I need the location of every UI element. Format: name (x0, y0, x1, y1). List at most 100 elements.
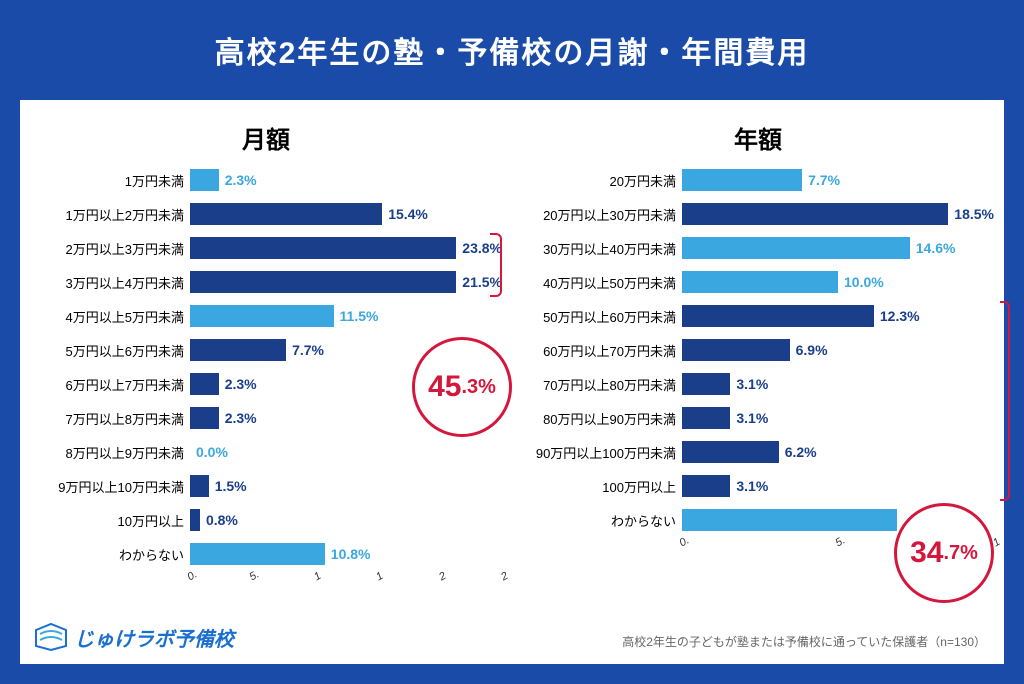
monthly-callout-small: .3% (461, 376, 495, 399)
chart-row: 20万円未満 7.7% (522, 165, 994, 195)
bar (190, 203, 382, 225)
bar (190, 509, 200, 531)
row-label: 90万円以上100万円未満 (522, 443, 682, 462)
monthly-chart: 月額 1万円未満2.3%1万円以上2万円未満15.4%2万円以上3万円未満23.… (20, 100, 512, 600)
row-label: 8万円以上9万円未満 (30, 443, 190, 462)
bar (190, 305, 334, 327)
value-label: 18.5% (954, 206, 994, 222)
chart-row: 50万円以上60万円未満12.3% (522, 301, 994, 331)
row-label: 10万円以上 (30, 511, 190, 530)
bar (682, 305, 874, 327)
bar-area: 18.5% (682, 199, 994, 229)
row-label: 20万円未満 (522, 171, 682, 190)
bar-area: 10.8% (190, 539, 502, 569)
value-label: 7.7% (292, 342, 324, 358)
row-label: 1万円未満 (30, 171, 190, 190)
value-label: 15.4% (388, 206, 428, 222)
bar (682, 339, 790, 361)
bar (190, 373, 219, 395)
bar-area: 3.1% (682, 369, 994, 399)
annual-callout-big: 34 (910, 536, 943, 570)
page-title: 高校2年生の塾・予備校の月謝・年間費用 (215, 28, 810, 72)
bar-area: 14.6% (682, 233, 994, 263)
axis-tick: 2 (499, 570, 510, 583)
value-label: 7.7% (808, 172, 840, 188)
row-label: 40万円以上50万円未満 (522, 273, 682, 292)
chart-row: 8万円以上9万円未満 0.0% (30, 437, 502, 467)
value-label: 3.1% (736, 478, 768, 494)
charts-container: 月額 1万円未満2.3%1万円以上2万円未満15.4%2万円以上3万円未満23.… (20, 100, 1004, 600)
title-bar: 高校2年生の塾・予備校の月謝・年間費用 (0, 0, 1024, 100)
value-label: 14.6% (916, 240, 956, 256)
value-label: 2.3% (225, 410, 257, 426)
bar (682, 509, 897, 531)
value-label: 10.0% (844, 274, 884, 290)
chart-row: 9万円以上10万円未満1.5% (30, 471, 502, 501)
value-label: 0.0% (196, 444, 228, 460)
axis-tick: 1 (374, 570, 385, 583)
monthly-axis: 0.5.1122 (190, 573, 502, 597)
monthly-chart-title: 月額 (30, 120, 502, 155)
axis-tick: 0. (185, 568, 199, 583)
value-label: 0.8% (206, 512, 238, 528)
annual-chart: 年額 20万円未満 7.7% 20万円以上30万円未満 18.5% 30万円以上40万円… (512, 100, 1004, 600)
chart-row: 4万円以上5万円未満 11.5% (30, 301, 502, 331)
axis-tick: 5. (248, 568, 262, 583)
row-label: 4万円以上5万円未満 (30, 307, 190, 326)
logo-icon (34, 622, 68, 652)
bar (190, 543, 325, 565)
row-label: 2万円以上3万円未満 (30, 239, 190, 258)
monthly-callout-big: 45 (428, 370, 461, 404)
bar-area: 15.4% (190, 199, 502, 229)
annual-chart-body: 20万円未満 7.7% 20万円以上30万円未満 18.5% 30万円以上40万円未満 1… (522, 165, 994, 535)
chart-row: 90万円以上100万円未満 6.2% (522, 437, 994, 467)
row-label: 6万円以上7万円未満 (30, 375, 190, 394)
bar-area: 0.0% (190, 437, 502, 467)
chart-row: わからない 10.8% (30, 539, 502, 569)
chart-row: 60万円以上70万円未満 6.9% (522, 335, 994, 365)
row-label: 20万円以上30万円未満 (522, 205, 682, 224)
value-label: 11.5% (340, 308, 379, 324)
monthly-callout: 45.3% (412, 337, 512, 437)
row-label: わからない (30, 545, 190, 564)
chart-row: 70万円以上80万円未満3.1% (522, 369, 994, 399)
bar (190, 237, 456, 259)
chart-row: 1万円未満 2.3% (30, 165, 502, 195)
bar (682, 169, 802, 191)
value-label: 2.3% (225, 172, 257, 188)
row-label: 80万円以上90万円未満 (522, 409, 682, 428)
value-label: 2.3% (225, 376, 257, 392)
bar-area: 12.3% (682, 301, 994, 331)
row-label: わからない (522, 511, 682, 530)
value-label: 10.8% (331, 546, 371, 562)
chart-row: 80万円以上90万円未満3.1% (522, 403, 994, 433)
bar (682, 407, 730, 429)
bar-area: 10.0% (682, 267, 994, 297)
infographic-frame: 高校2年生の塾・予備校の月謝・年間費用 月額 1万円未満2.3%1万円以上2万円… (0, 0, 1024, 684)
row-label: 9万円以上10万円未満 (30, 477, 190, 496)
chart-row: 20万円以上30万円未満 18.5% (522, 199, 994, 229)
bar-area: 3.1% (682, 403, 994, 433)
chart-row: 40万円以上50万円未満 10.0% (522, 267, 994, 297)
bar-area: 11.5% (190, 301, 502, 331)
annual-bracket (1000, 301, 1010, 501)
row-label: 60万円以上70万円未満 (522, 341, 682, 360)
row-label: 30万円以上40万円未満 (522, 239, 682, 258)
axis-tick: 0. (677, 534, 691, 549)
row-label: 100万円以上 (522, 477, 682, 496)
bar (190, 475, 209, 497)
bar (190, 407, 219, 429)
axis-tick: 2 (437, 570, 448, 583)
bar (682, 237, 910, 259)
annual-chart-title: 年額 (522, 120, 994, 155)
logo-text: じゅけラボ予備校 (74, 623, 234, 652)
value-label: 6.2% (785, 444, 817, 460)
bar (682, 475, 730, 497)
bar (682, 373, 730, 395)
row-label: 70万円以上80万円未満 (522, 375, 682, 394)
axis-tick: 5. (833, 534, 847, 549)
chart-row: 3万円以上4万円未満21.5% (30, 267, 502, 297)
value-label: 6.9% (796, 342, 828, 358)
bar (682, 203, 948, 225)
chart-panel: 月額 1万円未満2.3%1万円以上2万円未満15.4%2万円以上3万円未満23.… (20, 100, 1004, 664)
